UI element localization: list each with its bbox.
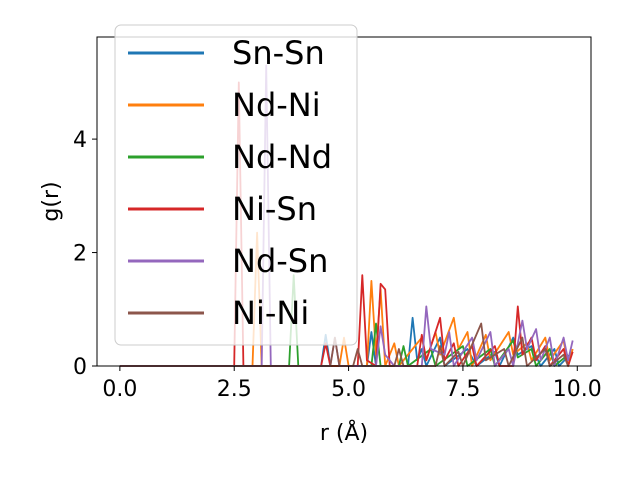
x-tick-label: 0.0 — [102, 377, 137, 402]
x-tick-label: 10.0 — [553, 377, 602, 402]
legend-label: Nd-Sn — [232, 242, 328, 280]
series-line-ni-sn — [119, 81, 574, 367]
x-tick-label: 2.5 — [217, 377, 252, 402]
x-axis-label: r (Å) — [320, 419, 368, 446]
legend: Sn-Sn Nd-Ni Nd-Nd Ni-Sn Nd-Sn Ni-Ni — [114, 24, 358, 346]
y-tick-label: 0 — [73, 355, 87, 380]
x-tick-label: 7.5 — [445, 377, 480, 402]
x-axis: 0.0 2.5 5.0 7.5 10.0 — [102, 366, 602, 402]
legend-label: Ni-Sn — [232, 190, 317, 228]
legend-label: Nd-Ni — [232, 86, 321, 124]
x-tick-label: 5.0 — [331, 377, 366, 402]
legend-label: Nd-Nd — [232, 138, 332, 176]
y-tick-label: 2 — [73, 242, 87, 267]
y-tick-label: 4 — [73, 128, 87, 153]
legend-label: Ni-Ni — [232, 294, 309, 332]
y-axis-label: g(r) — [39, 181, 64, 221]
y-axis: 0 2 4 — [73, 128, 97, 380]
legend-label: Sn-Sn — [232, 34, 325, 72]
